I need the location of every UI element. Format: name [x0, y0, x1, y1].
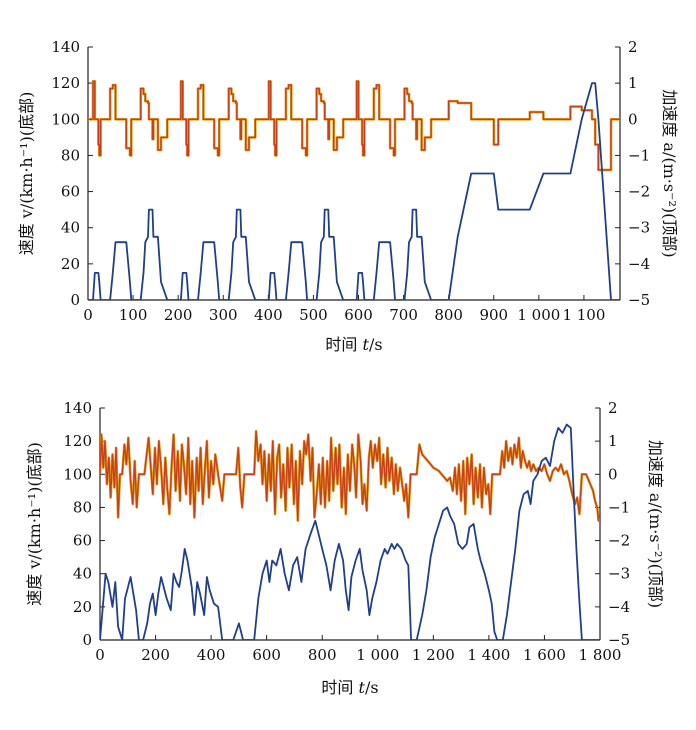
- y-left-tick-label: 120: [51, 74, 80, 92]
- x-tick-label: 1 100: [562, 306, 605, 324]
- x-axis-label: 时间 t/s: [321, 678, 378, 697]
- y-right-tick-label: −4: [628, 255, 650, 273]
- x-tick-label: 1 000: [356, 646, 399, 664]
- x-tick-label: 200: [164, 306, 193, 324]
- y-left-tick-label: 100: [51, 110, 80, 128]
- chart-top: 0 100 200 300 400 500 600 700 800 900 1 000 1 10002…: [17, 38, 679, 354]
- y-left-tick-label: 40: [73, 565, 92, 583]
- x-tick-label: 700: [389, 306, 418, 324]
- y-right-tick-label: 1: [628, 74, 638, 92]
- x-tick-label: 1 000: [517, 306, 560, 324]
- x-tick-label: 200: [141, 646, 170, 664]
- y-right-tick-label: −5: [628, 291, 650, 309]
- x-tick-label: 800: [434, 306, 463, 324]
- x-tick-label: 100: [119, 306, 148, 324]
- y-right-tick-label: 2: [608, 399, 618, 417]
- y-left-tick-label: 20: [61, 255, 80, 273]
- x-tick-label: 1 800: [579, 646, 622, 664]
- y-left-tick-label: 0: [82, 631, 92, 649]
- x-tick-label: 600: [252, 646, 281, 664]
- series-speed: [88, 82, 620, 300]
- y-right-tick-label: 2: [628, 38, 638, 56]
- y-right-tick-label: −1: [608, 498, 630, 516]
- x-tick-label: 300: [209, 306, 238, 324]
- x-tick-label: 400: [254, 306, 283, 324]
- y-right-tick-label: −5: [608, 631, 630, 649]
- x-tick-label: 600: [344, 306, 373, 324]
- x-tick-label: 800: [308, 646, 337, 664]
- y-left-tick-label: 80: [73, 498, 92, 516]
- y-right-tick-label: −1: [628, 146, 650, 164]
- y-right-tick-label: −2: [628, 183, 650, 201]
- series-speed: [100, 423, 600, 640]
- y-right-tick-label: −2: [608, 532, 630, 550]
- y-left-tick-label: 40: [61, 219, 80, 237]
- y-right-tick-label: −4: [608, 598, 630, 616]
- x-tick-label: 1 200: [412, 646, 455, 664]
- y-left-tick-label: 20: [73, 598, 92, 616]
- y-left-tick-label: 100: [63, 465, 92, 483]
- y-axis-left-label: 速度 v/(km·h⁻¹)(底部): [17, 92, 36, 256]
- series-acceleration: [88, 80, 620, 171]
- y-right-tick-label: −3: [608, 565, 630, 583]
- y-right-tick-label: −3: [628, 219, 650, 237]
- y-axis-right-label: 加速度 a/(m·s⁻²)(顶部): [660, 89, 679, 257]
- x-tick-label: 400: [197, 646, 226, 664]
- y-left-tick-label: 60: [73, 532, 92, 550]
- y-right-tick-label: 1: [608, 432, 618, 450]
- y-right-tick-label: 0: [608, 465, 618, 483]
- x-tick-label: 900: [479, 306, 508, 324]
- y-left-tick-label: 120: [63, 432, 92, 450]
- y-axis-left-label: 速度 v/(km·h⁻¹)(底部): [25, 442, 44, 606]
- y-right-tick-label: 0: [628, 110, 638, 128]
- y-left-tick-label: 60: [61, 183, 80, 201]
- y-left-tick-label: 140: [63, 399, 92, 417]
- x-tick-label: 0: [95, 646, 105, 664]
- y-left-tick-label: 140: [51, 38, 80, 56]
- y-left-tick-label: 80: [61, 146, 80, 164]
- x-tick-label: 1 600: [523, 646, 566, 664]
- y-axis-right-label: 加速度 a/(m·s⁻²)(顶部): [646, 440, 665, 608]
- chart-bottom: 0 200 400 600 800 1 000 1 200 1 400 1 600 1 80002…: [25, 399, 665, 697]
- x-axis-label: 时间 t/s: [325, 335, 382, 354]
- y-left-tick-label: 0: [70, 291, 80, 309]
- x-tick-label: 1 400: [467, 646, 510, 664]
- x-tick-label: 0: [83, 306, 93, 324]
- x-tick-label: 500: [299, 306, 328, 324]
- series-acceleration: [100, 430, 600, 522]
